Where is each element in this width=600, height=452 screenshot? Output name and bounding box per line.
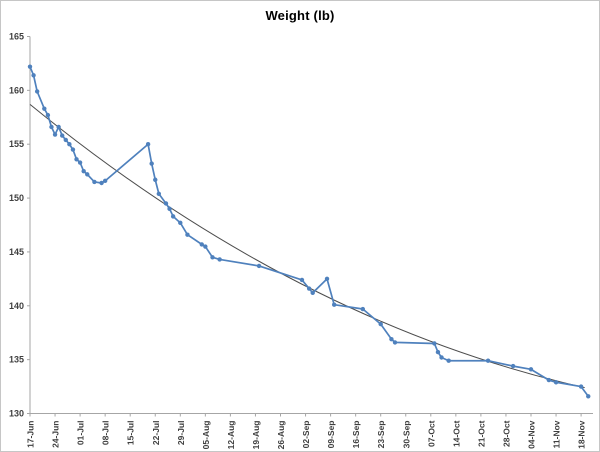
data-point — [77, 160, 83, 165]
data-point — [299, 277, 305, 283]
series-line — [29, 66, 589, 397]
data-point — [199, 242, 204, 247]
y-tick-label: 160 — [9, 85, 24, 95]
data-point — [310, 290, 315, 296]
x-tick-label: 29-Jul — [176, 421, 186, 446]
x-tick-label: 22-Jul — [151, 421, 161, 446]
data-point — [510, 363, 516, 369]
data-point — [153, 177, 158, 182]
data-point — [60, 133, 65, 138]
data-point — [74, 157, 79, 162]
x-tick-label: 23-Sep — [376, 421, 386, 449]
y-tick-label: 140 — [9, 301, 24, 311]
x-tick-label: 08-Jul — [101, 421, 111, 446]
trendline — [29, 103, 585, 389]
data-point — [170, 214, 176, 219]
data-point — [63, 137, 68, 143]
data-point — [178, 220, 183, 226]
data-point — [217, 257, 222, 262]
x-tick-label: 11-Nov — [552, 420, 562, 448]
data-point — [102, 178, 108, 184]
data-point — [378, 321, 383, 327]
x-tick-label: 09-Sep — [326, 421, 336, 449]
y-tick-label: 150 — [9, 193, 24, 203]
data-point — [256, 263, 262, 269]
data-point — [31, 73, 36, 78]
data-point — [324, 276, 330, 282]
x-tick-label: 18-Nov — [577, 420, 587, 449]
x-tick-label: 01-Jul — [76, 421, 86, 446]
data-point — [553, 380, 559, 385]
data-point — [42, 106, 47, 111]
x-tick-label: 14-Oct — [451, 420, 461, 447]
data-point — [203, 244, 208, 249]
x-tick-label: 02-Sep — [301, 421, 311, 449]
data-point — [306, 286, 312, 291]
chart-title: Weight (lb) — [265, 8, 335, 23]
data-point — [546, 377, 552, 383]
data-point — [67, 142, 72, 147]
data-point — [149, 161, 154, 166]
data-point — [34, 89, 40, 94]
x-tick-label: 17-Jun — [26, 421, 36, 448]
data-point — [528, 367, 534, 372]
data-point — [92, 179, 97, 185]
data-point — [586, 394, 591, 399]
x-tick-label: 04-Nov — [527, 420, 537, 449]
x-tick-label: 30-Sep — [401, 421, 411, 449]
data-point — [52, 132, 58, 137]
data-point — [435, 349, 441, 355]
data-point — [45, 112, 51, 118]
data-point — [81, 168, 86, 174]
data-point — [163, 201, 169, 206]
y-tick-label: 145 — [9, 247, 24, 257]
data-point — [99, 180, 104, 186]
x-tick-label: 28-Oct — [501, 420, 511, 447]
data-point — [210, 255, 215, 260]
x-tick-label: 26-Aug — [276, 421, 286, 450]
data-point — [446, 358, 451, 363]
data-point — [485, 358, 491, 363]
data-point — [156, 191, 162, 196]
data-point — [331, 302, 337, 307]
data-point — [578, 384, 584, 389]
data-point — [392, 340, 398, 345]
data-point — [432, 341, 437, 346]
x-tick-label: 21-Oct — [476, 420, 486, 447]
x-tick-label: 16-Sep — [351, 421, 361, 449]
data-point — [439, 355, 444, 360]
data-point — [70, 147, 76, 152]
x-tick-label: 05-Aug — [201, 421, 211, 450]
data-point — [167, 206, 172, 212]
data-point — [360, 306, 366, 312]
y-tick-label: 130 — [9, 409, 24, 419]
data-point — [145, 142, 151, 147]
data-point — [185, 232, 190, 237]
data-point — [49, 124, 54, 130]
data-point — [27, 64, 33, 69]
x-tick-label: 24-Jun — [51, 421, 61, 448]
y-tick-label: 165 — [9, 32, 24, 42]
data-point — [389, 336, 394, 342]
data-point — [85, 172, 90, 177]
x-tick-label: 19-Aug — [251, 421, 261, 450]
y-tick-label: 155 — [9, 139, 24, 149]
y-tick-label: 135 — [9, 355, 24, 365]
x-tick-label: 07-Oct — [426, 420, 436, 447]
x-tick-label: 15-Jul — [126, 421, 136, 446]
data-point — [56, 124, 61, 130]
x-tick-label: 12-Aug — [226, 421, 236, 450]
